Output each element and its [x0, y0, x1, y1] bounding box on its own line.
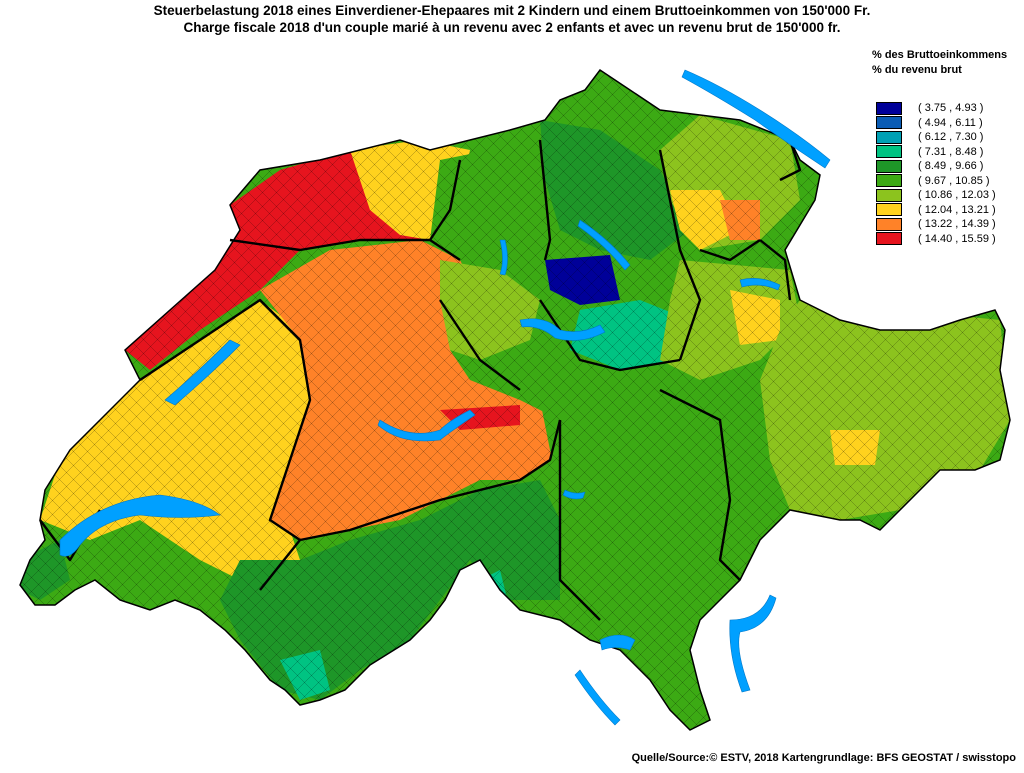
- map-title: Steuerbelastung 2018 eines Einverdiener-…: [0, 2, 1024, 36]
- legend-item: ( 4.94 , 6.11 ): [866, 116, 1020, 131]
- legend-label: ( 9.67 , 10.85 ): [918, 174, 990, 187]
- title-line-de: Steuerbelastung 2018 eines Einverdiener-…: [153, 3, 871, 18]
- legend-item: ( 10.86 , 12.03 ): [866, 188, 1020, 203]
- lake-maggiore: [599, 634, 636, 651]
- legend-swatch: [876, 116, 902, 130]
- legend-item: ( 9.67 , 10.85 ): [866, 174, 1020, 189]
- legend-swatch: [876, 130, 902, 144]
- legend-title-de: % des Bruttoeinkommens: [872, 49, 1008, 61]
- legend-label: ( 7.31 , 8.48 ): [918, 145, 984, 158]
- legend-items: ( 3.75 , 4.93 ) ( 4.94 , 6.11 ) ( 6.12 ,…: [866, 101, 1020, 246]
- legend-swatch: [876, 188, 902, 202]
- legend-label: ( 4.94 , 6.11 ): [918, 116, 983, 129]
- lake-lucerne: [519, 318, 606, 341]
- legend-item: ( 13.22 , 14.39 ): [866, 217, 1020, 232]
- legend-item: ( 12.04 , 13.21 ): [866, 203, 1020, 218]
- legend-item: ( 3.75 , 4.93 ): [866, 101, 1020, 116]
- legend-label: ( 12.04 , 13.21 ): [918, 203, 996, 216]
- lakes: [59, 69, 831, 726]
- lake-hallwil: [499, 239, 508, 276]
- lake-walen: [739, 278, 781, 291]
- lake-geneva: [59, 494, 221, 557]
- legend-label: ( 14.40 , 15.59 ): [918, 232, 996, 245]
- legend-label: ( 13.22 , 14.39 ): [918, 218, 996, 231]
- legend-item: ( 7.31 , 8.48 ): [866, 145, 1020, 160]
- legend-item: ( 14.40 , 15.59 ): [866, 232, 1020, 247]
- country-outline: [19, 68, 1011, 731]
- legend-swatch: [876, 203, 902, 217]
- lake-maggiore-south: [574, 669, 621, 726]
- legend-swatch: [876, 101, 902, 115]
- title-line-fr: Charge fiscale 2018 d'un couple marié à …: [183, 20, 841, 35]
- legend-label: ( 6.12 , 7.30 ): [918, 131, 984, 144]
- legend-label: ( 10.86 , 12.03 ): [918, 189, 996, 202]
- legend-title-fr: % du revenu brut: [872, 64, 962, 76]
- lake-alpine: [562, 489, 586, 500]
- canton-borders: [39, 139, 802, 621]
- legend-label: ( 3.75 , 4.93 ): [918, 102, 984, 115]
- legend-swatch: [876, 159, 902, 173]
- source-credit: Quelle/Source:© ESTV, 2018 Kartengrundla…: [631, 752, 1016, 764]
- legend-item: ( 8.49 , 9.66 ): [866, 159, 1020, 174]
- legend-swatch: [876, 174, 902, 188]
- legend: % des Bruttoeinkommens % du revenu brut …: [866, 48, 1020, 246]
- legend-swatch: [876, 217, 902, 231]
- lake-neuchatel: [164, 339, 241, 406]
- legend-item: ( 6.12 , 7.30 ): [866, 130, 1020, 145]
- lake-constance: [681, 69, 831, 169]
- legend-swatch: [876, 145, 902, 159]
- legend-label: ( 8.49 , 9.66 ): [918, 160, 984, 173]
- lake-como: [729, 594, 777, 693]
- lake-zurich: [577, 219, 631, 271]
- lake-thun-brienz: [377, 409, 476, 442]
- legend-swatch: [876, 232, 902, 246]
